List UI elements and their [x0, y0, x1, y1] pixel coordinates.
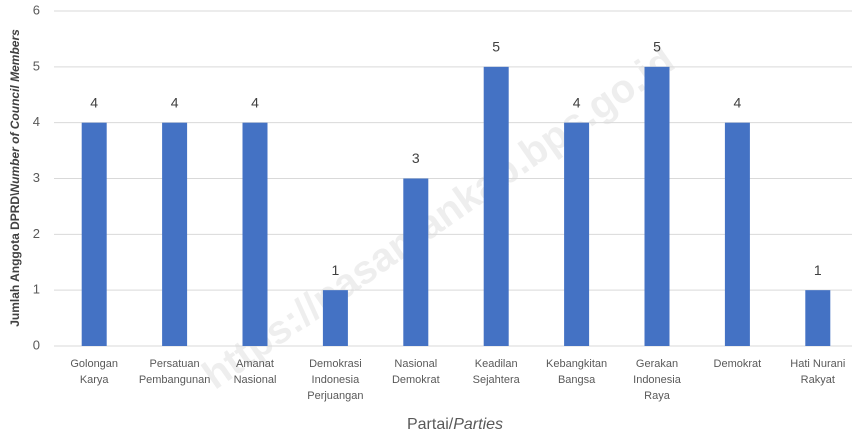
- x-tick-label-line: Demokrasi: [309, 358, 362, 370]
- watermark: https://pasamankab.bps.go.id: [195, 38, 683, 398]
- x-tick-label-line: Sejahtera: [473, 374, 521, 386]
- bar: [403, 178, 429, 346]
- bar: [564, 122, 590, 347]
- bar: [644, 66, 670, 346]
- x-tick-label-line: Pembangunan: [139, 374, 211, 386]
- data-label: 5: [492, 39, 500, 55]
- data-label: 4: [573, 94, 581, 110]
- x-tick-label-line: Karya: [80, 374, 110, 386]
- x-tick-label-line: Gerakan: [636, 358, 678, 370]
- y-tick-label: 6: [33, 2, 40, 17]
- y-tick-label: 4: [33, 114, 40, 129]
- x-tick-label-line: Demokrat: [714, 358, 762, 370]
- x-axis-label-main: Partai/: [407, 416, 454, 433]
- y-tick-label: 0: [33, 337, 40, 352]
- data-label: 3: [412, 150, 420, 166]
- x-tick-label-line: Kebangkitan: [546, 358, 607, 370]
- x-tick-label-line: Bangsa: [558, 374, 596, 386]
- x-tick-label-line: Hati Nurani: [790, 358, 845, 370]
- x-tick-label-line: Golongan: [70, 358, 118, 370]
- y-tick-label: 5: [33, 58, 40, 73]
- bar: [805, 290, 831, 346]
- y-axis-label-italic: Number of Council Members: [8, 29, 22, 193]
- x-tick-label: Gerakan Indonesia Raya: [633, 358, 682, 402]
- x-tick-label-line: Persatuan: [150, 358, 200, 370]
- data-label: 5: [653, 39, 661, 55]
- bar: [81, 122, 107, 347]
- y-axis-label-main: Jumlah Anggota DPRD\: [8, 192, 22, 327]
- bar: [724, 122, 750, 347]
- x-tick-label-line: Indonesia: [312, 374, 361, 386]
- data-label: 1: [332, 262, 340, 278]
- y-tick-label: 3: [33, 170, 40, 185]
- x-tick-label: Demokrat: [714, 358, 762, 370]
- bar: [322, 290, 348, 346]
- bar: [483, 66, 509, 346]
- x-tick-label-line: Nasional: [234, 374, 277, 386]
- x-tick-label-line: Nasional: [394, 358, 437, 370]
- y-tick-label: 1: [33, 282, 40, 297]
- x-tick-label: Amanat Nasional: [234, 358, 277, 386]
- y-tick-label: 2: [33, 226, 40, 241]
- x-tick-label: Persatuan Pembangunan: [139, 358, 211, 386]
- data-label: 4: [171, 94, 179, 110]
- x-tick-label-line: Keadilan: [475, 358, 518, 370]
- x-tick-label-line: Amanat: [236, 358, 274, 370]
- x-tick-label: Nasional Demokrat: [392, 358, 440, 386]
- x-axis-label-italic: Parties: [453, 416, 503, 433]
- x-tick-label: Hati Nurani Rakyat: [790, 358, 845, 386]
- x-tick-label-line: Indonesia: [633, 374, 682, 386]
- data-label: 4: [90, 94, 98, 110]
- bar: [162, 122, 188, 347]
- data-label: 1: [814, 262, 822, 278]
- y-axis-label: Jumlah Anggota DPRD\Number of Council Me…: [8, 29, 22, 327]
- x-tick-label: Golongan Karya: [70, 358, 118, 386]
- x-tick-label: Keadilan Sejahtera: [473, 358, 521, 386]
- data-label: 4: [734, 94, 742, 110]
- x-tick-label-line: Perjuangan: [307, 390, 363, 402]
- data-label: 4: [251, 94, 259, 110]
- x-tick-label-line: Rakyat: [801, 374, 835, 386]
- x-tick-label-line: Raya: [644, 390, 671, 402]
- bar: [242, 122, 268, 347]
- x-tick-label-line: Demokrat: [392, 374, 440, 386]
- x-axis-label: Partai/Parties: [407, 416, 503, 433]
- x-tick-label: Demokrasi Indonesia Perjuangan: [307, 358, 363, 402]
- x-tick-label: Kebangkitan Bangsa: [546, 358, 607, 386]
